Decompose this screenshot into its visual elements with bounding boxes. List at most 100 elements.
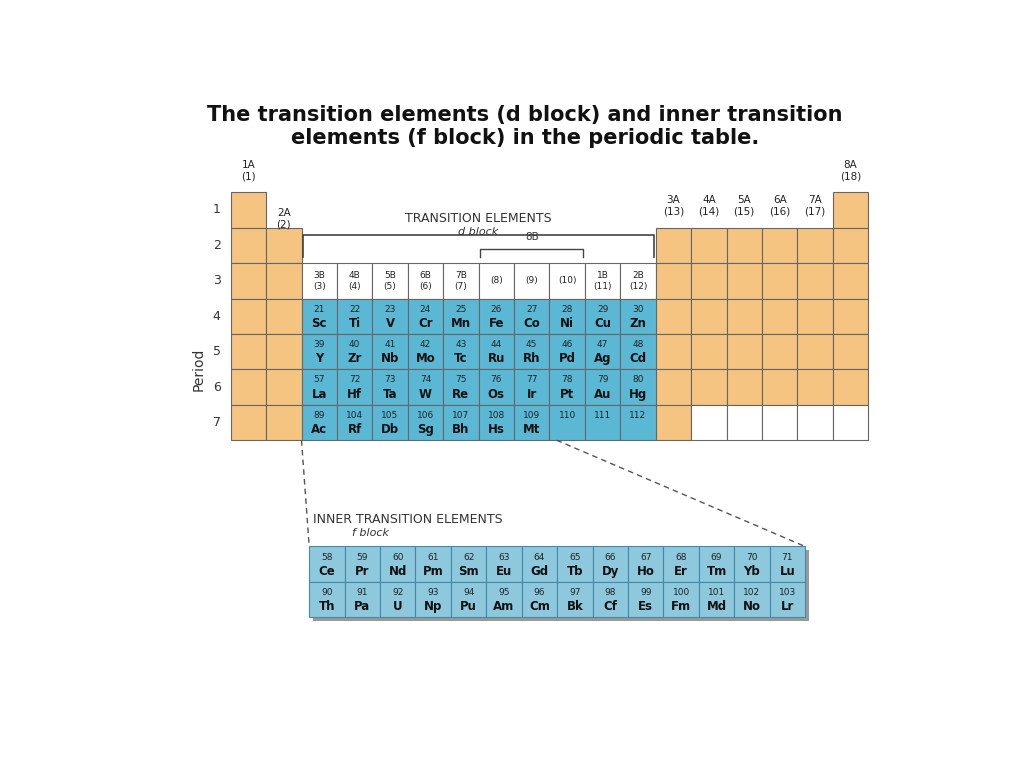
Text: Eu: Eu — [496, 564, 512, 578]
Text: 4A
(14): 4A (14) — [698, 195, 720, 217]
Text: Hs: Hs — [487, 423, 505, 436]
Text: V: V — [385, 317, 394, 329]
Text: 1B
(11): 1B (11) — [593, 271, 611, 290]
Text: 30: 30 — [632, 305, 644, 313]
Text: Cd: Cd — [630, 353, 646, 366]
Text: 68: 68 — [676, 553, 687, 561]
Text: Nd: Nd — [388, 564, 407, 578]
Bar — [833, 405, 868, 440]
Bar — [416, 582, 451, 617]
Bar — [478, 299, 514, 334]
Text: Pr: Pr — [355, 564, 370, 578]
Bar — [348, 551, 384, 586]
Text: Cf: Cf — [603, 600, 617, 613]
Text: 2: 2 — [213, 239, 221, 252]
Bar — [655, 369, 691, 405]
Bar — [628, 547, 664, 582]
Text: Mt: Mt — [523, 423, 541, 436]
Bar — [443, 405, 478, 440]
Text: Pd: Pd — [559, 353, 575, 366]
Text: 1A
(1): 1A (1) — [241, 160, 256, 181]
Text: Cr: Cr — [418, 317, 433, 329]
Bar — [773, 586, 809, 621]
Text: Ta: Ta — [383, 388, 397, 401]
Text: 63: 63 — [499, 553, 510, 561]
Text: 25: 25 — [456, 305, 467, 313]
Bar — [702, 551, 738, 586]
Text: Sc: Sc — [311, 317, 327, 329]
Bar — [770, 582, 805, 617]
Text: Au: Au — [594, 388, 611, 401]
Bar — [521, 547, 557, 582]
Bar — [664, 582, 698, 617]
Text: Co: Co — [523, 317, 540, 329]
Bar — [230, 334, 266, 369]
Bar — [798, 263, 833, 299]
Bar — [419, 586, 455, 621]
Bar — [478, 369, 514, 405]
Text: 76: 76 — [490, 376, 502, 385]
Text: Hg: Hg — [629, 388, 647, 401]
Text: 7A
(17): 7A (17) — [805, 195, 825, 217]
Text: Fe: Fe — [488, 317, 504, 329]
Text: U: U — [393, 600, 402, 613]
Text: 78: 78 — [561, 376, 572, 385]
Text: Ac: Ac — [311, 423, 328, 436]
Text: 5: 5 — [213, 345, 221, 358]
Bar — [655, 227, 691, 263]
Text: Zr: Zr — [347, 353, 361, 366]
Text: 61: 61 — [427, 553, 439, 561]
Bar — [230, 369, 266, 405]
Bar — [408, 369, 443, 405]
Text: Pu: Pu — [460, 600, 477, 613]
Text: 71: 71 — [781, 553, 794, 561]
Text: 96: 96 — [534, 588, 545, 597]
Text: 111: 111 — [594, 411, 611, 420]
Text: 94: 94 — [463, 588, 474, 597]
Bar — [762, 334, 798, 369]
Text: d block: d block — [459, 227, 499, 237]
Bar — [727, 405, 762, 440]
Bar — [337, 405, 373, 440]
Bar — [345, 582, 380, 617]
Text: TRANSITION ELEMENTS: TRANSITION ELEMENTS — [406, 212, 552, 224]
Bar — [443, 369, 478, 405]
Text: Am: Am — [494, 600, 515, 613]
Text: 6: 6 — [213, 381, 221, 393]
Bar — [230, 227, 266, 263]
Text: Th: Th — [318, 600, 335, 613]
Text: 26: 26 — [490, 305, 502, 313]
Text: Ag: Ag — [594, 353, 611, 366]
Text: Os: Os — [487, 388, 505, 401]
Text: 75: 75 — [455, 376, 467, 385]
Text: 44: 44 — [490, 340, 502, 349]
Bar — [561, 586, 596, 621]
Text: Yb: Yb — [743, 564, 761, 578]
Text: 39: 39 — [313, 340, 325, 349]
Bar — [798, 227, 833, 263]
Text: Hf: Hf — [347, 388, 362, 401]
Text: 40: 40 — [349, 340, 360, 349]
Text: 3B
(3): 3B (3) — [313, 271, 326, 290]
Text: INNER TRANSITION ELEMENTS: INNER TRANSITION ELEMENTS — [313, 513, 503, 526]
Bar — [451, 582, 486, 617]
Bar — [230, 299, 266, 334]
Text: 43: 43 — [456, 340, 467, 349]
Bar — [514, 299, 550, 334]
Text: Y: Y — [315, 353, 324, 366]
Bar — [833, 334, 868, 369]
Bar — [301, 405, 337, 440]
Text: Lr: Lr — [780, 600, 794, 613]
Bar — [408, 299, 443, 334]
Text: Es: Es — [638, 600, 653, 613]
Bar — [833, 369, 868, 405]
Bar — [337, 299, 373, 334]
Bar — [266, 263, 301, 299]
Text: Tb: Tb — [566, 564, 583, 578]
Text: 106: 106 — [417, 411, 434, 420]
Bar — [698, 547, 734, 582]
Text: Md: Md — [707, 600, 727, 613]
Bar — [691, 405, 727, 440]
Bar — [762, 405, 798, 440]
Text: 1: 1 — [213, 204, 221, 217]
